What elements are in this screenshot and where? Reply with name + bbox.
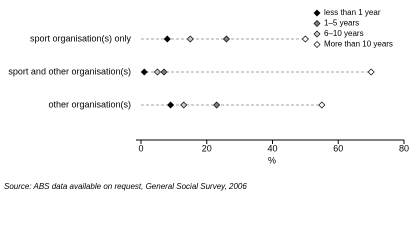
data-point [318, 101, 326, 109]
category-label: sport organisation(s) only [30, 33, 132, 43]
x-tick-label: 20 [202, 143, 212, 153]
data-point [140, 68, 148, 76]
data-point [186, 35, 194, 43]
data-point [222, 35, 230, 43]
legend-marker [313, 9, 321, 17]
data-point [213, 101, 221, 109]
data-point [301, 35, 309, 43]
data-point [153, 68, 161, 76]
legend-marker [313, 30, 321, 38]
data-point [160, 68, 168, 76]
x-tick-label: 40 [267, 143, 277, 153]
legend-marker [313, 41, 321, 48]
data-point [367, 68, 375, 76]
legend-label: More than 10 years [324, 40, 393, 49]
x-tick-label: 80 [399, 143, 409, 153]
legend-label: less than 1 year [324, 8, 381, 17]
page: Source: ABS data available on request, G… [4, 8, 410, 192]
data-point [167, 101, 175, 109]
legend-label: 1–5 years [324, 19, 359, 28]
category-label: other organisation(s) [48, 99, 131, 109]
legend-label: 6–10 years [324, 29, 364, 38]
data-point [180, 101, 188, 109]
x-tick-label: 0 [138, 143, 143, 153]
source: Source: ABS data available on request, G… [4, 182, 247, 191]
legend-marker [313, 20, 321, 27]
x-tick-label: 60 [333, 143, 343, 153]
chart: Source: ABS data available on request, G… [4, 8, 409, 191]
data-point [163, 35, 171, 43]
category-label: sport and other organisation(s) [8, 66, 131, 76]
x-axis-label: % [268, 155, 276, 165]
